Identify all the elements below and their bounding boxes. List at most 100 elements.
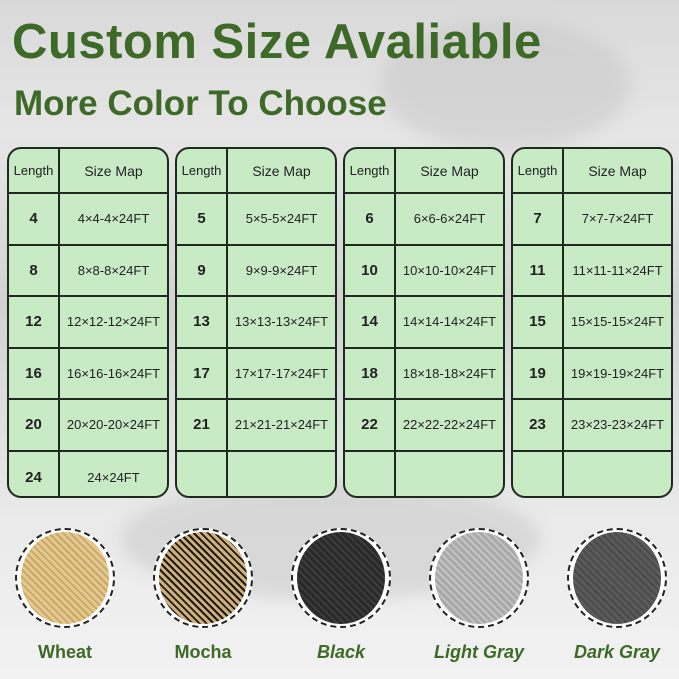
table-row: 21 21×21-21×24FT — [177, 400, 335, 452]
header-length: Length — [9, 149, 60, 192]
size-table: Length Size Map 7 7×7-7×24FT 11 11×11-11×24FT… — [511, 147, 673, 498]
length-cell: 22 — [345, 400, 396, 450]
header-size-map: Size Map — [588, 162, 647, 179]
length-cell: 15 — [513, 297, 564, 347]
header-size-map: Size Map — [420, 162, 479, 179]
size-map-cell: 24×24FT — [87, 469, 140, 485]
table-header-row: Length Size Map — [177, 149, 335, 194]
size-map-cell: 6×6-6×24FT — [413, 211, 486, 227]
table-row: 24 24×24FT — [9, 451, 167, 496]
size-map-cell: 5×5-5×24FT — [245, 211, 318, 227]
length-cell: 10 — [345, 245, 396, 295]
table-row: 19 19×19-19×24FT — [513, 348, 671, 400]
size-map-cell: 11×11-11×24FT — [572, 262, 663, 278]
table-row: 8 8×8-8×24FT — [9, 245, 167, 297]
size-map-cell — [396, 452, 503, 497]
fabric-texture — [159, 532, 247, 624]
length-cell: 23 — [513, 400, 564, 450]
table-row: 11 11×11-11×24FT — [513, 245, 671, 297]
size-map-cell: 17×17-17×24FT — [234, 365, 329, 381]
length-cell: 20 — [9, 400, 60, 450]
length-cell: 14 — [345, 297, 396, 347]
size-map-cell: 12×12-12×24FT — [66, 314, 161, 330]
size-map-cell: 4×4-4×24FT — [77, 211, 150, 227]
size-map-cell: 18×18-18×24FT — [402, 365, 497, 381]
size-map-cell: 20×20-20×24FT — [66, 417, 161, 433]
table-header-row: Length Size Map — [345, 149, 503, 194]
background-machine — [380, 20, 630, 150]
fabric-texture — [573, 532, 661, 624]
length-cell: 11 — [513, 245, 564, 295]
fabric-texture — [21, 532, 109, 624]
color-label: Dark Gray — [573, 642, 661, 662]
color-swatch-dark-gray[interactable] — [567, 528, 667, 628]
length-cell: 16 — [9, 348, 60, 398]
color-label: Black — [316, 642, 366, 662]
table-row — [513, 451, 671, 497]
fabric-texture — [435, 532, 523, 624]
table-row: 20 20×20-20×24FT — [9, 400, 167, 452]
table-row: 22 22×22-22×24FT — [345, 400, 503, 452]
table-row: 4 4×4-4×24FT — [9, 194, 167, 246]
size-table: Length Size Map 6 6×6-6×24FT 10 10×10-10×24FT… — [343, 147, 505, 498]
length-cell: 12 — [9, 297, 60, 347]
table-row: 5 5×5-5×24FT — [177, 194, 335, 246]
page-subtitle: More Color To Choose — [14, 84, 387, 123]
color-label: Mocha — [174, 642, 232, 662]
header-size-map: Size Map — [252, 162, 311, 179]
size-map-cell: 15×15-15×24FT — [570, 314, 665, 330]
page-title: Custom Size Avaliable — [12, 15, 542, 69]
length-cell: 21 — [177, 400, 228, 450]
length-cell: 6 — [345, 194, 396, 244]
size-map-cell: 16×16-16×24FT — [66, 365, 161, 381]
length-cell — [177, 451, 228, 496]
table-row: 23 23×23-23×24FT — [513, 400, 671, 452]
table-row: 6 6×6-6×24FT — [345, 194, 503, 246]
table-row: 16 16×16-16×24FT — [9, 348, 167, 400]
table-row: 14 14×14-14×24FT — [345, 297, 503, 349]
color-swatch-mocha[interactable] — [153, 528, 253, 628]
size-table: Length Size Map 4 4×4-4×24FT 8 8×8-8×24FT 12 12… — [7, 147, 169, 498]
size-map-cell: 8×8-8×24FT — [77, 262, 150, 278]
length-cell: 24 — [9, 451, 60, 496]
header-size-map: Size Map — [84, 162, 143, 179]
color-swatch-black[interactable] — [291, 528, 391, 628]
table-row: 9 9×9-9×24FT — [177, 245, 335, 297]
table-header-row: Length Size Map — [9, 149, 167, 194]
size-map-cell — [228, 452, 335, 497]
table-row: 10 10×10-10×24FT — [345, 245, 503, 297]
header-length: Length — [345, 149, 396, 192]
length-cell — [513, 451, 564, 496]
length-cell: 7 — [513, 194, 564, 244]
color-label: Wheat — [38, 642, 92, 662]
fabric-texture — [297, 532, 385, 624]
header-length: Length — [177, 149, 228, 192]
size-map-cell: 10×10-10×24FT — [402, 262, 497, 278]
table-row: 15 15×15-15×24FT — [513, 297, 671, 349]
table-row — [345, 451, 503, 497]
length-cell — [345, 451, 396, 496]
color-swatch-wheat[interactable] — [15, 528, 115, 628]
table-row: 17 17×17-17×24FT — [177, 348, 335, 400]
length-cell: 19 — [513, 348, 564, 398]
length-cell: 4 — [9, 194, 60, 244]
size-map-cell: 23×23-23×24FT — [570, 417, 665, 433]
table-row — [177, 451, 335, 497]
length-cell: 17 — [177, 348, 228, 398]
table-header-row: Length Size Map — [513, 149, 671, 194]
size-map-cell: 13×13-13×24FT — [234, 314, 329, 330]
size-map-cell — [564, 452, 671, 497]
size-map-cell: 14×14-14×24FT — [402, 314, 497, 330]
size-map-cell: 7×7-7×24FT — [581, 211, 654, 227]
size-table: Length Size Map 5 5×5-5×24FT 9 9×9-9×24FT 13 13… — [175, 147, 337, 498]
length-cell: 8 — [9, 245, 60, 295]
color-swatch-light-gray[interactable] — [429, 528, 529, 628]
color-label: Light Gray — [433, 642, 524, 662]
size-map-cell: 9×9-9×24FT — [245, 262, 318, 278]
header-length: Length — [513, 149, 564, 192]
length-cell: 5 — [177, 194, 228, 244]
length-cell: 9 — [177, 245, 228, 295]
length-cell: 13 — [177, 297, 228, 347]
table-row: 7 7×7-7×24FT — [513, 194, 671, 246]
table-row: 12 12×12-12×24FT — [9, 297, 167, 349]
